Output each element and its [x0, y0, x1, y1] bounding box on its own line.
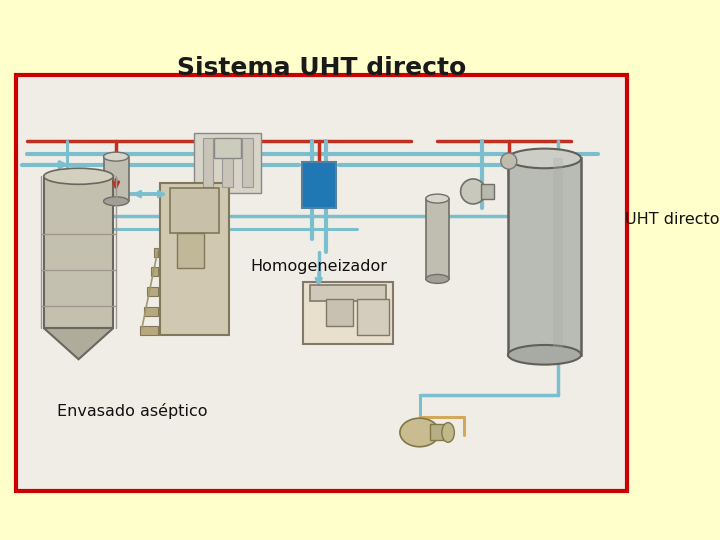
Bar	[154, 248, 158, 256]
Bar	[44, 176, 113, 328]
Bar	[357, 300, 390, 335]
Bar	[222, 138, 233, 187]
Ellipse shape	[426, 194, 449, 203]
Bar	[151, 267, 158, 276]
Bar	[194, 132, 261, 193]
Bar	[160, 184, 230, 335]
Ellipse shape	[461, 179, 485, 204]
Text: Sistema UHT directo: Sistema UHT directo	[176, 56, 466, 80]
Bar	[140, 326, 158, 335]
Bar	[170, 188, 219, 233]
Bar	[215, 138, 241, 158]
Bar	[104, 157, 129, 201]
Bar	[326, 300, 353, 326]
Ellipse shape	[44, 168, 113, 184]
Bar	[302, 162, 336, 208]
Bar	[144, 307, 158, 315]
Bar	[176, 233, 204, 268]
Ellipse shape	[400, 418, 439, 447]
Ellipse shape	[104, 152, 129, 161]
Ellipse shape	[305, 188, 333, 202]
Bar	[508, 158, 581, 355]
Bar	[310, 285, 386, 301]
Bar	[431, 424, 448, 441]
Bar	[202, 138, 213, 187]
Text: UHT directo: UHT directo	[625, 212, 719, 227]
Bar	[305, 163, 315, 194]
Ellipse shape	[426, 274, 449, 284]
Bar	[304, 281, 393, 344]
Bar	[148, 287, 158, 296]
Text: Envasado aséptico: Envasado aséptico	[57, 403, 207, 419]
Bar	[426, 199, 449, 279]
Bar	[16, 76, 626, 491]
Polygon shape	[44, 328, 113, 359]
Ellipse shape	[508, 345, 581, 364]
Bar	[552, 158, 563, 355]
Bar	[323, 163, 333, 194]
Ellipse shape	[104, 197, 129, 206]
Ellipse shape	[508, 148, 581, 168]
Ellipse shape	[442, 423, 454, 442]
Bar	[481, 184, 494, 199]
Bar	[242, 138, 253, 187]
Ellipse shape	[501, 153, 517, 169]
Text: Homogeneizador: Homogeneizador	[250, 259, 387, 274]
